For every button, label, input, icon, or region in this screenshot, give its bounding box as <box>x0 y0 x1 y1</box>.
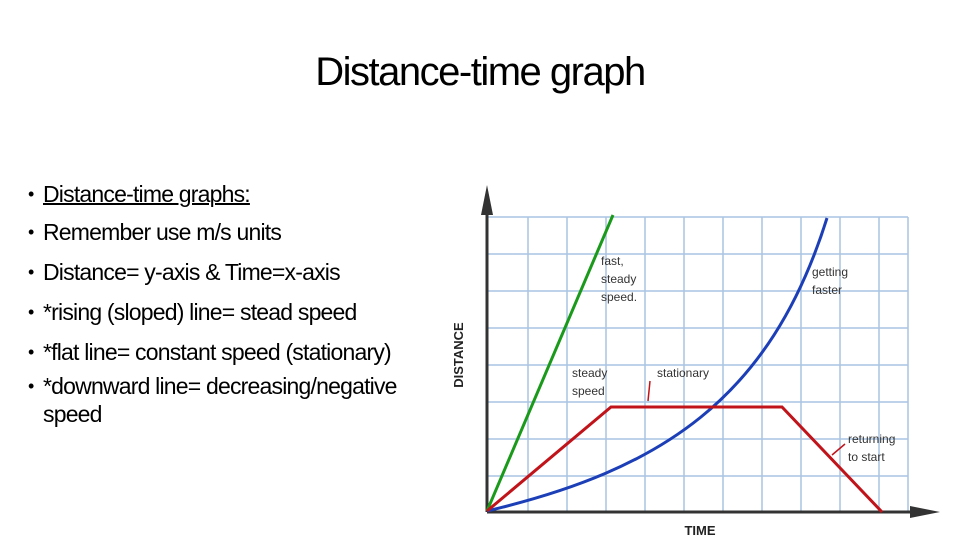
svg-text:steady: steady <box>572 366 607 380</box>
x-axis-label: TIME <box>684 523 715 538</box>
bullet-item: Distance-time graphs: <box>28 180 448 208</box>
stationary-pointer <box>647 380 651 402</box>
fast-steady-speed-line <box>485 214 615 512</box>
bullet-item: Remember use m/s units <box>28 218 448 246</box>
bullet-item: Distance= y-axis & Time=x-axis <box>28 258 448 286</box>
bullet-item: *rising (sloped) line= stead speed <box>28 298 448 326</box>
bullet-item: *downward line= decreasing/negative spee… <box>28 372 448 428</box>
getting-faster-label: getting faster <box>812 265 848 297</box>
stationary-label: stationary <box>657 366 709 380</box>
y-axis-arrow-icon <box>481 185 493 215</box>
bullet-item: *flat line= constant speed (stationary) <box>28 338 448 366</box>
distance-time-diagram: DISTANCE TIME fast, steady speed. gettin… <box>451 185 940 538</box>
steady-speed-label: steady speed <box>572 366 607 398</box>
steady-stationary-returning-line <box>486 405 884 514</box>
x-axis-arrow-icon <box>910 506 940 518</box>
svg-text:speed: speed <box>572 384 605 398</box>
y-axis-label: DISTANCE <box>451 322 466 388</box>
bullet-heading: Distance-time graphs: <box>43 181 251 207</box>
slide-title: Distance-time graph <box>315 50 646 94</box>
svg-text:faster: faster <box>812 283 842 297</box>
svg-text:steady: steady <box>601 272 636 286</box>
svg-text:getting: getting <box>812 265 848 279</box>
svg-text:fast,: fast, <box>601 254 624 268</box>
svg-text:to start: to start <box>848 450 885 464</box>
fast-steady-speed-label: fast, steady speed. <box>601 254 637 304</box>
bullet-list: Distance-time graphs: Remember use m/s u… <box>28 180 448 440</box>
getting-faster-curve <box>486 217 829 513</box>
returning-to-start-label: returning to start <box>848 432 895 464</box>
returning-pointer <box>831 443 846 456</box>
svg-text:speed.: speed. <box>601 290 637 304</box>
grid <box>486 216 909 513</box>
svg-text:returning: returning <box>848 432 895 446</box>
